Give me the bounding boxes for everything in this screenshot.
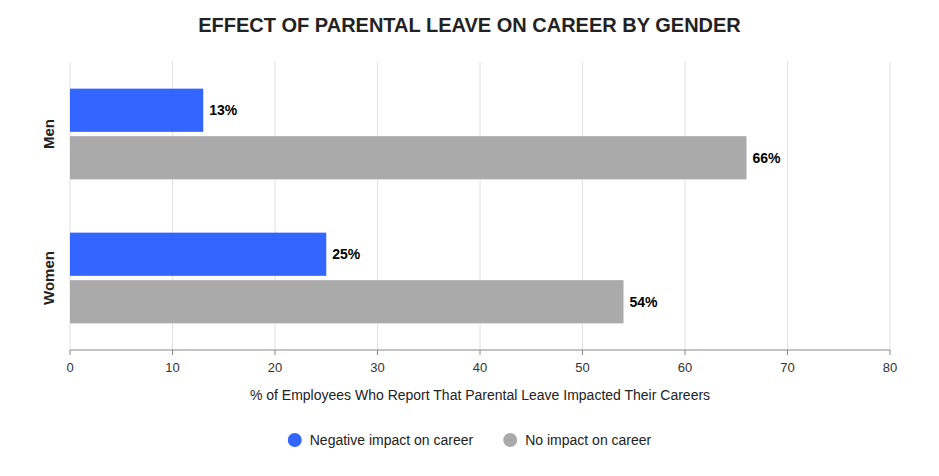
tick-label: 30 (370, 360, 384, 375)
tick-mark (787, 350, 788, 355)
title: EFFECT OF PARENTAL LEAVE ON CAREER BY GE… (198, 14, 741, 36)
bar (70, 233, 326, 276)
tick-label: 20 (268, 360, 282, 375)
category-label: Men (40, 119, 57, 149)
legend-swatch (503, 433, 517, 447)
tick-mark (275, 350, 276, 355)
tick-label: 0 (66, 360, 73, 375)
tick-label: 80 (883, 360, 897, 375)
tick-mark (582, 350, 583, 355)
legend-label: Negative impact on career (310, 432, 474, 448)
data-label: 54% (630, 294, 659, 310)
legend-label: No impact on career (525, 432, 651, 448)
tick-mark (377, 350, 378, 355)
tick-mark (70, 350, 71, 355)
tick-mark (480, 350, 481, 355)
legend-item: No impact on career (503, 432, 651, 448)
tick-label: 60 (678, 360, 692, 375)
x-axis-label: % of Employees Who Report That Parental … (250, 387, 710, 403)
legend-item: Negative impact on career (288, 432, 474, 448)
category-label: Women (40, 251, 57, 305)
background (0, 0, 939, 476)
legend: Negative impact on career No impact on ca… (288, 432, 652, 448)
bar (70, 280, 624, 323)
tick-mark (890, 350, 891, 355)
data-label: 66% (753, 150, 782, 166)
tick-mark (685, 350, 686, 355)
tick-label: 70 (780, 360, 794, 375)
tick-label: 40 (473, 360, 487, 375)
data-labels: 13% 66% 25% 54% (209, 102, 781, 310)
bar (70, 89, 203, 132)
grid-line (685, 62, 686, 350)
chart-container: EFFECT OF PARENTAL LEAVE ON CAREER BY GE… (0, 0, 939, 476)
tick-label: 50 (575, 360, 589, 375)
legend-swatch (288, 433, 302, 447)
tick-mark (172, 350, 173, 355)
x-axis-line (70, 350, 890, 351)
bars (70, 89, 747, 324)
grid-line (890, 62, 891, 350)
bar (70, 136, 747, 179)
chart-svg: EFFECT OF PARENTAL LEAVE ON CAREER BY GE… (0, 0, 939, 476)
grid (70, 62, 890, 355)
data-label: 25% (332, 246, 361, 262)
tick-label: 10 (165, 360, 179, 375)
data-label: 13% (209, 102, 238, 118)
grid-line (787, 62, 788, 350)
